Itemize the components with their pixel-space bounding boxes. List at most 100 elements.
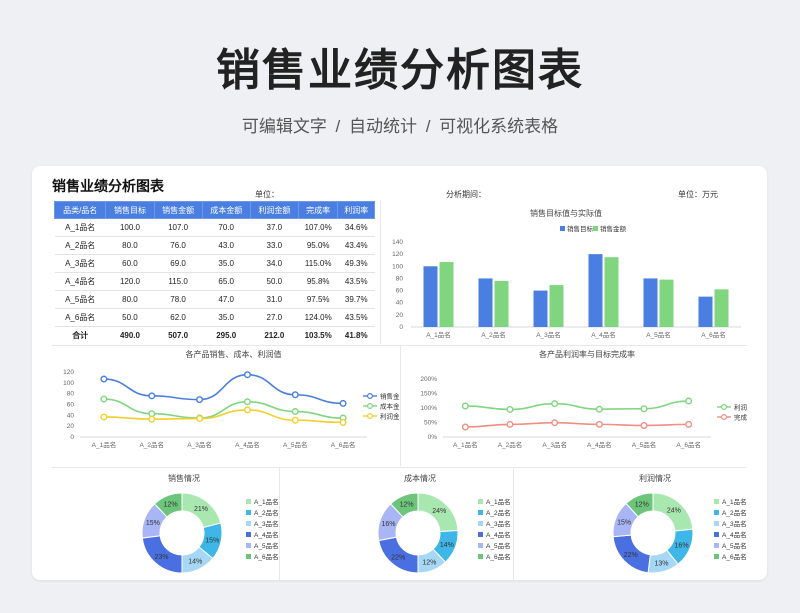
data-point — [243, 398, 251, 406]
legend-label: A_6品名 — [254, 552, 278, 561]
slice-label: 24% — [667, 508, 681, 515]
legend-label: A_6品名 — [722, 552, 747, 561]
legend-marker — [721, 403, 728, 410]
legend-swatch — [246, 554, 251, 559]
legend-label: A_1品名 — [722, 497, 747, 506]
x-tick-label: A_4品名 — [591, 330, 616, 339]
table-cell: 95.8% — [298, 272, 338, 291]
y-tick-label: 40 — [396, 300, 404, 307]
table-cell: 33.0 — [250, 236, 299, 255]
sheet-title: 销售业绩分析图表 — [52, 178, 164, 194]
legend-label: 销售金额 — [600, 224, 627, 233]
x-tick-label: A_5品名 — [632, 440, 657, 449]
chart-title: 各产品利润率与目标完成率 — [539, 349, 635, 359]
legend-swatch — [246, 499, 251, 504]
legend-label: A_2品名 — [486, 508, 511, 517]
table-cell: 37.0 — [250, 218, 299, 237]
legend-swatch — [560, 226, 565, 231]
divider — [279, 468, 280, 580]
column-header: 成本金额 — [201, 201, 251, 219]
table-cell: A_4品名 — [54, 272, 106, 291]
table-cell: 65.0 — [202, 272, 251, 291]
x-tick-label: A_6品名 — [331, 440, 356, 449]
data-point — [148, 415, 156, 423]
legend-swatch — [478, 499, 483, 504]
table-row: A_3品名 60.0 69.0 35.0 34.0 115.0% 49.3% — [54, 254, 375, 273]
x-tick-label: A_5品名 — [646, 330, 671, 339]
legend-swatch — [246, 510, 251, 515]
legend-marker — [367, 402, 374, 409]
chart-title: 销售目标值与实际值 — [530, 208, 602, 218]
divider — [400, 346, 401, 466]
data-point — [551, 419, 559, 427]
y-tick-label: 50% — [424, 420, 437, 427]
table-cell: 34.0 — [250, 254, 299, 273]
legend-swatch — [478, 554, 483, 559]
table-cell: 43.0 — [202, 236, 251, 255]
data-point — [461, 402, 469, 410]
legend-marker — [367, 392, 374, 399]
table-cell: 41.8% — [344, 331, 368, 340]
table-cell: 34.6% — [337, 218, 375, 237]
legend-label: A_2品名 — [722, 508, 747, 517]
data-point — [243, 406, 251, 414]
table-cell: 80.0 — [105, 236, 155, 255]
series-line — [103, 398, 344, 419]
table-cell: 50.0 — [250, 272, 299, 291]
data-point — [506, 420, 514, 428]
legend-swatch — [714, 521, 719, 526]
legend-label: 销售金额 — [380, 392, 399, 401]
table-cell: 124.0% — [298, 308, 338, 327]
series-line — [465, 400, 689, 411]
data-point — [339, 418, 347, 426]
table-cell: 60.0 — [105, 254, 155, 273]
slice-label: 21% — [194, 506, 208, 513]
period-label: 分析期间： — [446, 190, 486, 199]
data-point — [595, 420, 603, 428]
column-header: 品类/品名 — [53, 201, 107, 219]
unit-label-right: 单位：万元 — [678, 190, 718, 199]
x-tick-label: A_3品名 — [187, 440, 212, 449]
table-cell: 76.0 — [154, 236, 203, 255]
bar — [604, 257, 619, 327]
bar — [549, 285, 564, 327]
x-tick-label: A_1品名 — [426, 330, 451, 339]
y-tick-label: 0% — [428, 434, 438, 441]
table-cell: 490.0 — [119, 331, 140, 340]
table-cell: 107.0 — [154, 218, 203, 237]
slice-label: 12% — [164, 502, 178, 509]
bar — [588, 254, 603, 327]
slice-label: 23% — [154, 554, 168, 561]
bar — [659, 279, 674, 327]
legend-swatch — [593, 226, 598, 231]
x-tick-label: A_5品名 — [283, 440, 308, 449]
divider — [52, 467, 747, 468]
y-tick-label: 80 — [396, 275, 404, 282]
y-tick-label: 20 — [67, 423, 75, 430]
slice-label: 14% — [440, 542, 454, 549]
table-cell: 69.0 — [154, 254, 203, 273]
bar — [643, 278, 658, 327]
line-chart-sales-cost-profit: 各产品销售、成本、利润值 0 20 40 60 80 100 120 A_1品名 A_2品名 A_3… — [52, 346, 399, 466]
legend-label: A_1品名 — [486, 497, 511, 506]
legend-swatch — [714, 510, 719, 515]
table-cell: 31.0 — [250, 290, 299, 309]
y-tick-label: 100% — [420, 405, 437, 412]
slice-label: 14% — [188, 559, 202, 566]
data-point — [100, 375, 108, 383]
table-cell: 115.0 — [154, 272, 203, 291]
data-point — [291, 391, 299, 399]
y-tick-label: 200% — [420, 376, 437, 383]
slice-label: 13% — [654, 560, 668, 567]
y-tick-label: 60 — [67, 402, 75, 409]
y-tick-label: 100 — [63, 380, 74, 387]
x-tick-label: A_1品名 — [92, 440, 117, 449]
legend-label: A_5品名 — [254, 541, 278, 550]
legend-label: 销售目标 — [567, 224, 594, 233]
table-cell: 295.0 — [216, 331, 237, 340]
table-cell: 49.3% — [337, 254, 375, 273]
x-tick-label: A_2品名 — [139, 440, 164, 449]
slice-label: 12% — [635, 502, 649, 509]
slice-label: 22% — [391, 554, 405, 561]
series-line — [103, 409, 344, 424]
